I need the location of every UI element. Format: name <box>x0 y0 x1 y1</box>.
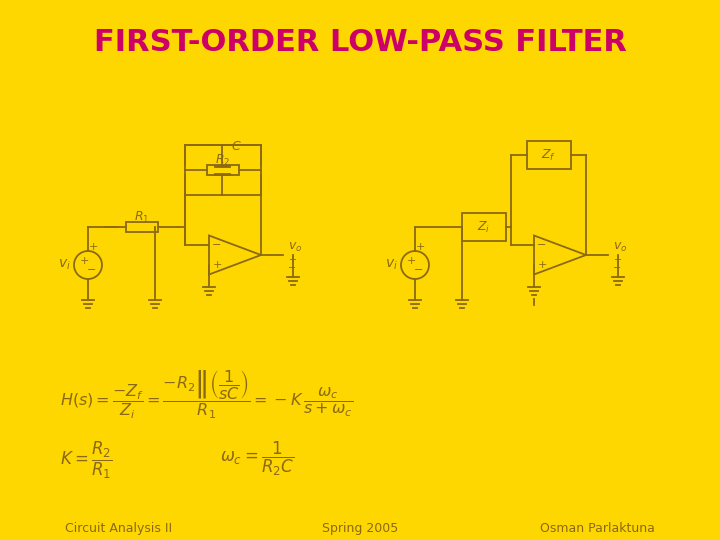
Text: $Z_i$: $Z_i$ <box>477 219 490 234</box>
Text: C: C <box>232 140 240 153</box>
Text: $R_1$: $R_1$ <box>134 210 149 225</box>
Text: −: − <box>414 265 423 275</box>
Text: $Z_f$: $Z_f$ <box>541 147 556 163</box>
Text: +: + <box>613 255 621 265</box>
Text: −: − <box>537 240 546 250</box>
Text: Osman Parlaktuna: Osman Parlaktuna <box>540 522 655 535</box>
Text: −: − <box>212 240 222 250</box>
Text: −: − <box>613 263 621 273</box>
Bar <box>462 213 506 241</box>
Text: $v_i$: $v_i$ <box>384 258 397 272</box>
Text: $K = \dfrac{R_2}{R_1}$: $K = \dfrac{R_2}{R_1}$ <box>60 440 113 481</box>
Text: $v_o$: $v_o$ <box>613 240 627 254</box>
Bar <box>526 141 570 169</box>
Text: $\omega_c = \dfrac{1}{R_2 C}$: $\omega_c = \dfrac{1}{R_2 C}$ <box>220 440 294 478</box>
Text: +: + <box>406 256 415 266</box>
Text: $H(s) = \dfrac{-Z_f}{Z_i} = \dfrac{-R_2 \left\|\left(\dfrac{1}{sC}\right)\right.: $H(s) = \dfrac{-Z_f}{Z_i} = \dfrac{-R_2 … <box>60 368 353 421</box>
Text: Circuit Analysis II: Circuit Analysis II <box>65 522 172 535</box>
Text: Spring 2005: Spring 2005 <box>322 522 398 535</box>
Bar <box>125 222 158 232</box>
Text: FIRST-ORDER LOW-PASS FILTER: FIRST-ORDER LOW-PASS FILTER <box>94 28 626 57</box>
Text: −: − <box>288 263 296 273</box>
Text: $v_o$: $v_o$ <box>288 240 302 254</box>
Text: +: + <box>288 255 296 265</box>
Text: +: + <box>89 242 98 252</box>
Text: +: + <box>537 260 546 270</box>
Text: +: + <box>79 256 89 266</box>
Text: +: + <box>212 260 222 270</box>
Bar <box>207 165 239 175</box>
Text: +: + <box>415 242 425 252</box>
Text: $v_i$: $v_i$ <box>58 258 71 272</box>
Text: −: − <box>87 265 96 275</box>
Text: $R_2$: $R_2$ <box>215 152 230 167</box>
